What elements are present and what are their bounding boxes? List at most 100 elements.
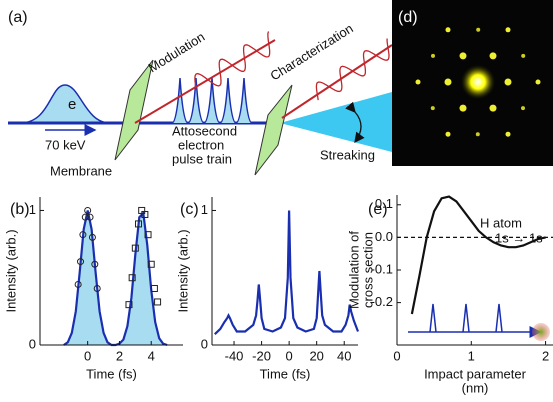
line: [214, 210, 360, 335]
x-axis-label: Time (fs): [260, 366, 311, 381]
y-tick-label: -0.2: [371, 294, 393, 309]
label: Attosecond: [172, 123, 237, 138]
y-axis-label: Intensity (arb.): [175, 229, 190, 312]
label: e: [68, 96, 76, 113]
x-tick-label: 2: [116, 348, 123, 363]
label: Membrane: [50, 163, 112, 178]
spot: [504, 78, 512, 86]
spot: [445, 27, 451, 33]
spot: [521, 106, 525, 111]
marker: [128, 274, 136, 282]
membrane: [114, 59, 154, 161]
chart: (e) -0.2 -0.1 0.0 0.1 0 1 2 Impact parameter(nm)…: [346, 195, 553, 395]
diffraction-spots: [415, 27, 541, 137]
panel-label: (d): [398, 9, 418, 26]
spot: [431, 53, 435, 58]
marker: [88, 233, 96, 241]
x-tick-label: 4: [148, 348, 155, 363]
panel-label: (a): [8, 9, 28, 26]
laser-wave-1: [194, 31, 271, 89]
x-tick-label: 2: [542, 348, 549, 363]
marker: [79, 231, 87, 239]
x-tick-label: 1: [468, 348, 475, 363]
central-spot: [460, 64, 496, 100]
marker: [86, 213, 94, 221]
inset-pulses: [429, 303, 503, 333]
spot: [489, 104, 497, 112]
spot: [521, 53, 526, 58]
spot: [459, 104, 467, 112]
x-tick-label: 0: [286, 348, 293, 363]
laser-wave-2: [315, 38, 390, 101]
y-tick-label: 0: [201, 336, 208, 351]
x-axis-label: Impact parameter: [424, 366, 527, 381]
spot: [444, 78, 452, 86]
laser-2: [281, 44, 393, 119]
label: pulse train: [172, 151, 232, 166]
area: [63, 210, 168, 345]
laser-1: [134, 39, 276, 124]
y-tick-label: 1: [201, 202, 208, 217]
marker: [135, 220, 143, 228]
chart: (c) 0 1 -40 -20 0 20 40 Time (fs) Intensity (arb.…: [175, 197, 360, 381]
line: [410, 195, 546, 315]
spot: [505, 27, 511, 33]
diagram-a: (a) e 70 keV Membrane Modulation Attosec…: [8, 9, 393, 178]
y-tick-label: -0.1: [371, 261, 393, 276]
x-tick-label: 0: [393, 348, 400, 363]
label: Streaking: [320, 147, 375, 162]
marker: [150, 284, 158, 292]
marker: [84, 206, 92, 214]
pulse-train: [171, 77, 253, 124]
marker: [144, 231, 152, 239]
marker: [74, 280, 82, 288]
x-tick-label: -20: [252, 348, 271, 363]
streak-arrow: [345, 101, 365, 144]
spot: [430, 106, 435, 111]
deflector: [254, 84, 293, 176]
annotation: H atom: [480, 215, 522, 230]
marker: [93, 284, 101, 292]
marker: [131, 244, 139, 252]
y-axis-label: Modulation of: [346, 231, 361, 309]
x-tick-label: -40: [225, 348, 244, 363]
y-tick-label: 0.1: [375, 196, 393, 211]
marker: [81, 213, 89, 221]
y-tick-label: 0.0: [375, 229, 393, 244]
marker: [77, 258, 85, 266]
chart: (b) 0 1 0 2 4 Time (fs) Intensity (arb.): [3, 197, 183, 381]
spot: [475, 132, 480, 137]
marker: [125, 301, 133, 309]
label: Modulation: [145, 29, 207, 75]
marker: [141, 210, 149, 218]
panel-label: (b): [10, 201, 30, 218]
spot: [505, 131, 511, 137]
marker: [91, 260, 99, 268]
spot: [476, 27, 481, 32]
marker: [154, 298, 162, 306]
y-tick-label: 0: [29, 336, 36, 351]
y-axis-label: Intensity (arb.): [3, 229, 18, 312]
panel-label: (e): [368, 201, 388, 218]
electron-packet: [19, 84, 111, 124]
spot: [415, 79, 421, 85]
label: 70 keV: [45, 137, 86, 152]
marker: [147, 260, 155, 268]
panel-label: (c): [180, 201, 199, 218]
annotation: 1s → 1s: [495, 230, 543, 245]
label: electron: [178, 137, 224, 152]
streak-wedge: [280, 92, 392, 152]
x-axis-label: (nm): [462, 380, 489, 395]
inset-e: [408, 303, 550, 341]
x-tick-label: 20: [309, 348, 323, 363]
x-tick-label: 40: [337, 348, 351, 363]
spot: [535, 79, 541, 85]
y-axis-label: cross section: [360, 232, 375, 308]
spot: [445, 131, 451, 137]
diffraction-image: (d): [392, 0, 553, 166]
x-axis-label: Time (fs): [86, 366, 137, 381]
spot: [489, 52, 497, 60]
label: Characterization: [267, 21, 355, 84]
atom: [532, 323, 550, 341]
